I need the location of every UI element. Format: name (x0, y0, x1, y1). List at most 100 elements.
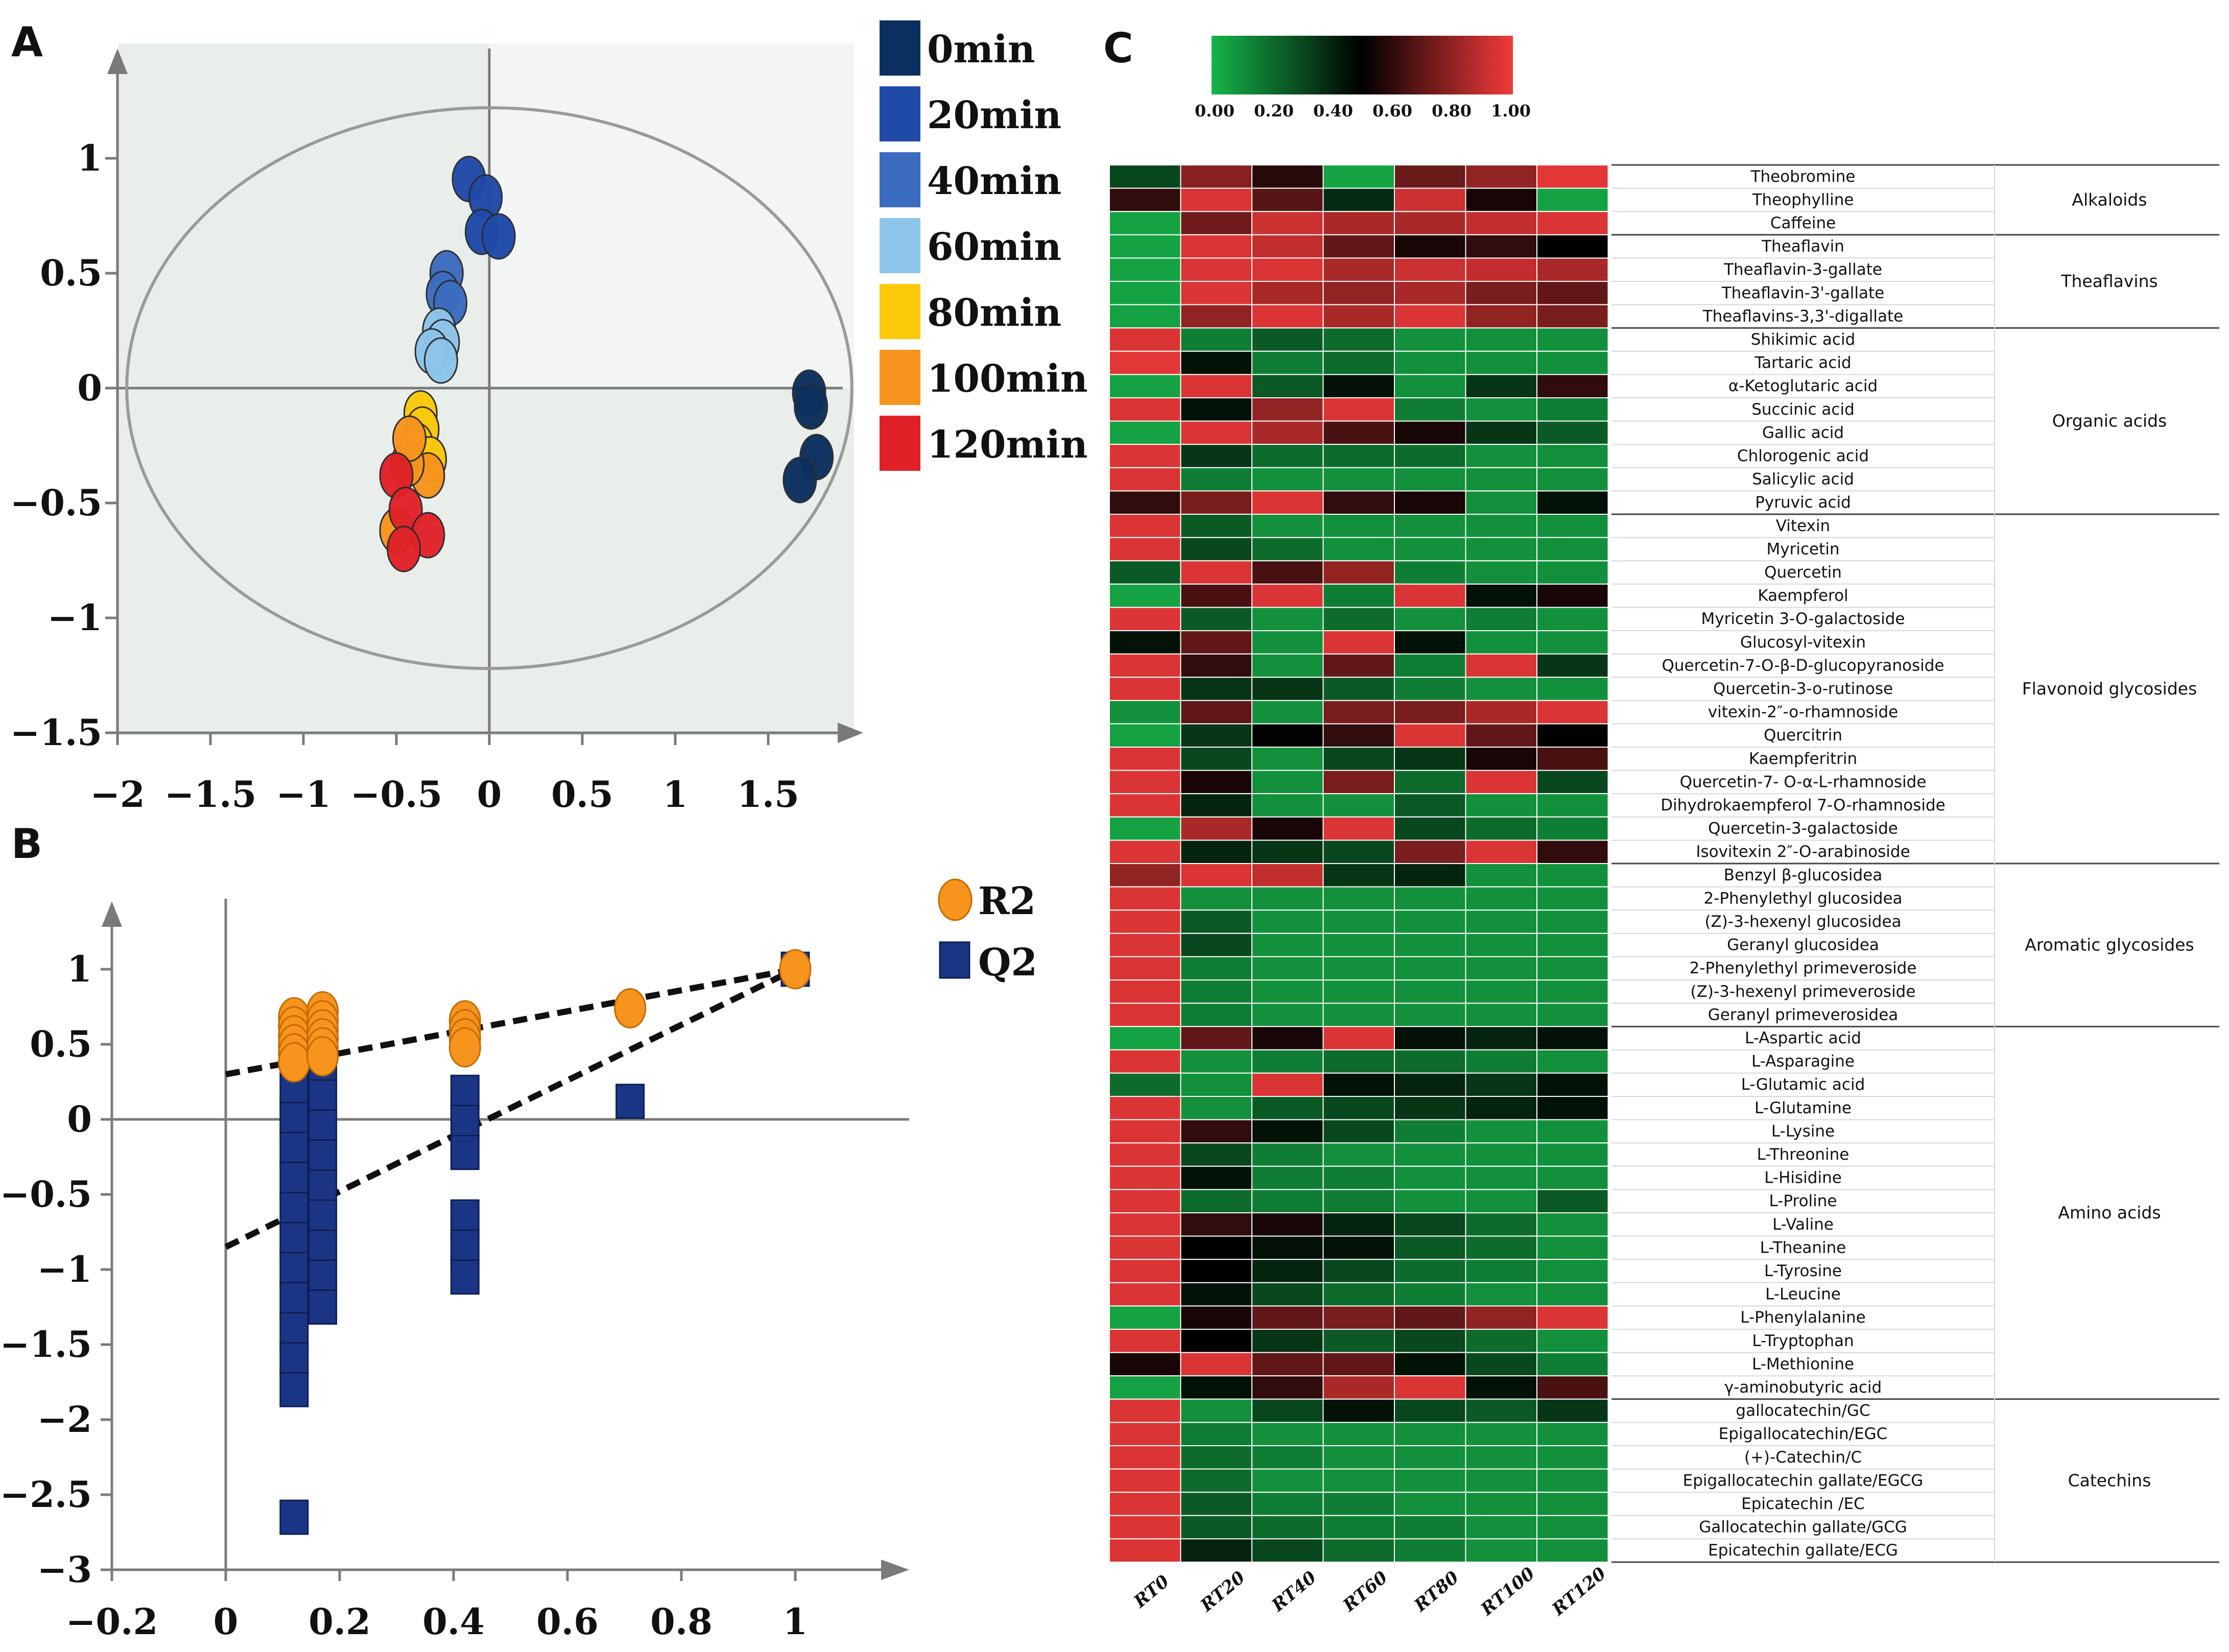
compound-label: Myricetin 3-O-galactoside (1701, 610, 1905, 628)
heatmap-cell (1465, 1329, 1537, 1353)
q2-point (279, 1499, 309, 1535)
plot-a-x-tick-label: −0.5 (350, 773, 442, 816)
q2-point (279, 1342, 309, 1377)
heatmap-cell (1180, 677, 1252, 701)
plot-a-x-tick-label: 1 (663, 773, 688, 816)
heatmap-cell (1394, 1142, 1466, 1167)
q2-point (308, 1229, 338, 1265)
heatmap-cell (1180, 537, 1252, 562)
heatmap-cell (1536, 1049, 1609, 1074)
heatmap-cell (1109, 537, 1181, 562)
compound-label: Chlorogenic acid (1737, 447, 1869, 465)
heatmap-cell (1536, 909, 1609, 934)
compound-label: L-Tyrosine (1764, 1262, 1842, 1280)
class-label: Catechins (2068, 1470, 2151, 1490)
heatmap-cell (1536, 700, 1609, 725)
heatmap-cell (1109, 979, 1181, 1004)
panel-b-permutation-plot: −0.2 0 0.2 0.4 0.6 0.8 1 1 0.5 0 −0.5 −1 −1.5 −2 −2.5 −… (0, 878, 1037, 1643)
heatmap-cell (1109, 909, 1181, 934)
heatmap-cell (1322, 1096, 1395, 1120)
heatmap-cell (1251, 607, 1324, 632)
compound-label: Benzyl β-glucosidea (1724, 866, 1883, 884)
heatmap-cell (1465, 909, 1537, 934)
heatmap-cell (1465, 490, 1537, 515)
heatmap-cell (1394, 211, 1466, 235)
plot-b-y-tick-label: −1 (37, 1248, 92, 1290)
compound-label: Succinic acid (1751, 400, 1855, 419)
heatmap-cell (1109, 350, 1181, 375)
colorbar (1212, 36, 1513, 94)
q2-point (279, 1372, 309, 1407)
heatmap-cell (1465, 350, 1537, 375)
heatmap-cell (1465, 1189, 1537, 1213)
heatmap-cell (1465, 653, 1537, 678)
heatmap-cell (1322, 956, 1395, 981)
heatmap-cell (1536, 444, 1609, 468)
compound-label: L-Proline (1769, 1192, 1837, 1210)
heatmap-cell (1322, 932, 1395, 957)
heatmap-cell (1251, 863, 1324, 888)
plot-a-point-20min (481, 213, 516, 260)
heatmap-cell (1394, 607, 1466, 632)
heatmap-cell (1322, 1259, 1395, 1283)
heatmap-cell (1322, 187, 1395, 212)
compound-label: Glucosyl-vitexin (1740, 633, 1866, 652)
heatmap-cell (1465, 1165, 1537, 1190)
heatmap-cell (1536, 793, 1609, 818)
heatmap-cell (1394, 304, 1466, 329)
heatmap-cell (1180, 187, 1252, 212)
q2-point (450, 1199, 480, 1235)
heatmap-cell (1251, 187, 1324, 212)
q2-point (308, 1199, 338, 1235)
heatmap-cell (1394, 560, 1466, 585)
heatmap-cell (1180, 1235, 1252, 1260)
q2-point (279, 1132, 309, 1167)
heatmap-cell (1536, 1235, 1609, 1260)
heatmap-cell (1109, 770, 1181, 795)
q2-point (308, 1289, 338, 1325)
heatmap-cell (1394, 490, 1466, 515)
heatmap-cell (1394, 1002, 1466, 1027)
heatmap-cell (1251, 1352, 1324, 1377)
heatmap-cell (1109, 886, 1181, 911)
heatmap-cell (1180, 327, 1252, 352)
legend-swatch-60min (880, 218, 920, 273)
heatmap-cell (1109, 1259, 1181, 1283)
heatmap-cell (1180, 1329, 1252, 1353)
heatmap-cell (1465, 1468, 1537, 1493)
heatmap-cell (1180, 211, 1252, 235)
compound-label: Vitexin (1776, 517, 1830, 535)
heatmap-column-labels: RT0 RT20 RT40 RT60 RT80 RT100 RT120 (1130, 1563, 1610, 1620)
heatmap-cell (1109, 607, 1181, 632)
r2-point (779, 949, 812, 990)
heatmap-cell (1536, 863, 1609, 888)
plot-b-y-tick-label: 1 (67, 948, 92, 990)
heatmap-cell (1465, 1538, 1537, 1563)
heatmap-cell (1394, 537, 1466, 562)
heatmap-cell (1322, 1165, 1395, 1190)
compound-label: Salicylic acid (1752, 470, 1854, 489)
heatmap-cell (1109, 1422, 1181, 1446)
heatmap-cell (1536, 886, 1609, 911)
heatmap-cell (1394, 793, 1466, 818)
heatmap-cell (1536, 607, 1609, 632)
compound-label: Epicatechin gallate/ECG (1708, 1541, 1898, 1560)
compound-label: Tartaric acid (1754, 354, 1851, 372)
heatmap-cell (1180, 863, 1252, 888)
compound-label: γ-aminobutyric acid (1724, 1378, 1882, 1397)
heatmap-cell (1251, 932, 1324, 957)
q2-point (308, 1079, 338, 1115)
heatmap-cell (1180, 770, 1252, 795)
legend-swatch-40min (880, 152, 920, 207)
heatmap-cell (1536, 747, 1609, 771)
compound-label: L-Hisidine (1764, 1169, 1842, 1187)
heatmap-cell (1536, 281, 1609, 305)
heatmap-cell (1109, 747, 1181, 771)
heatmap-cell (1322, 514, 1395, 538)
heatmap-cell (1394, 327, 1466, 352)
heatmap-cell (1180, 793, 1252, 818)
heatmap-cell (1394, 1189, 1466, 1213)
heatmap-cell (1180, 1468, 1252, 1493)
heatmap-cell (1394, 257, 1466, 282)
heatmap-cell (1394, 1165, 1466, 1190)
